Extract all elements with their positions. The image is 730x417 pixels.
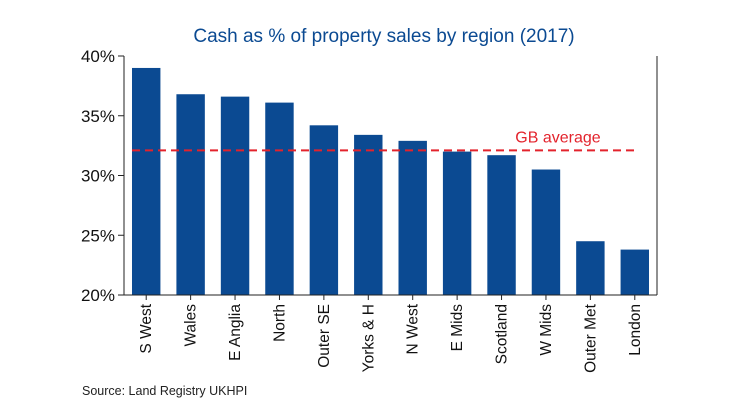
x-category-label: E Mids <box>449 304 466 352</box>
y-tick-label: 20% <box>81 286 115 305</box>
bar <box>131 67 161 295</box>
y-tick-label: 35% <box>81 107 115 126</box>
bar <box>442 151 472 295</box>
x-category-label: S West <box>138 303 155 353</box>
bar <box>309 125 339 295</box>
bar <box>487 155 516 295</box>
y-tick-label: 30% <box>81 167 115 186</box>
bar <box>220 96 250 295</box>
x-category-label: Scotland <box>494 304 511 364</box>
y-tick-label: 40% <box>81 47 115 66</box>
bar <box>576 241 605 295</box>
bar <box>620 249 650 295</box>
x-category-label: W Mids <box>538 304 555 356</box>
bar <box>398 140 427 295</box>
x-category-label: Outer Met <box>582 303 599 373</box>
x-category-label: N West <box>405 303 422 354</box>
chart-title: Cash as % of property sales by region (2… <box>193 26 574 47</box>
x-category-label: North <box>271 304 288 342</box>
bar <box>265 102 294 295</box>
x-category-label: London <box>627 304 644 356</box>
x-category-label: Outer SE <box>316 304 333 368</box>
y-tick-label: 25% <box>81 226 115 245</box>
bar <box>176 94 205 296</box>
x-category-label: Yorks & H <box>360 304 377 372</box>
x-category-label: Wales <box>183 304 200 347</box>
bars <box>131 67 650 296</box>
y-axis: 20% 25% 30% 35% 40% <box>81 47 124 305</box>
bar <box>354 134 383 295</box>
source-note: Source: Land Registry UKHPI <box>82 384 248 398</box>
x-category-label: E Anglia <box>227 304 244 361</box>
gb-average-label: GB average <box>515 129 600 146</box>
bar <box>531 169 561 295</box>
x-axis-labels: S West Wales E Anglia North Outer SE Yorks & … <box>138 295 644 373</box>
